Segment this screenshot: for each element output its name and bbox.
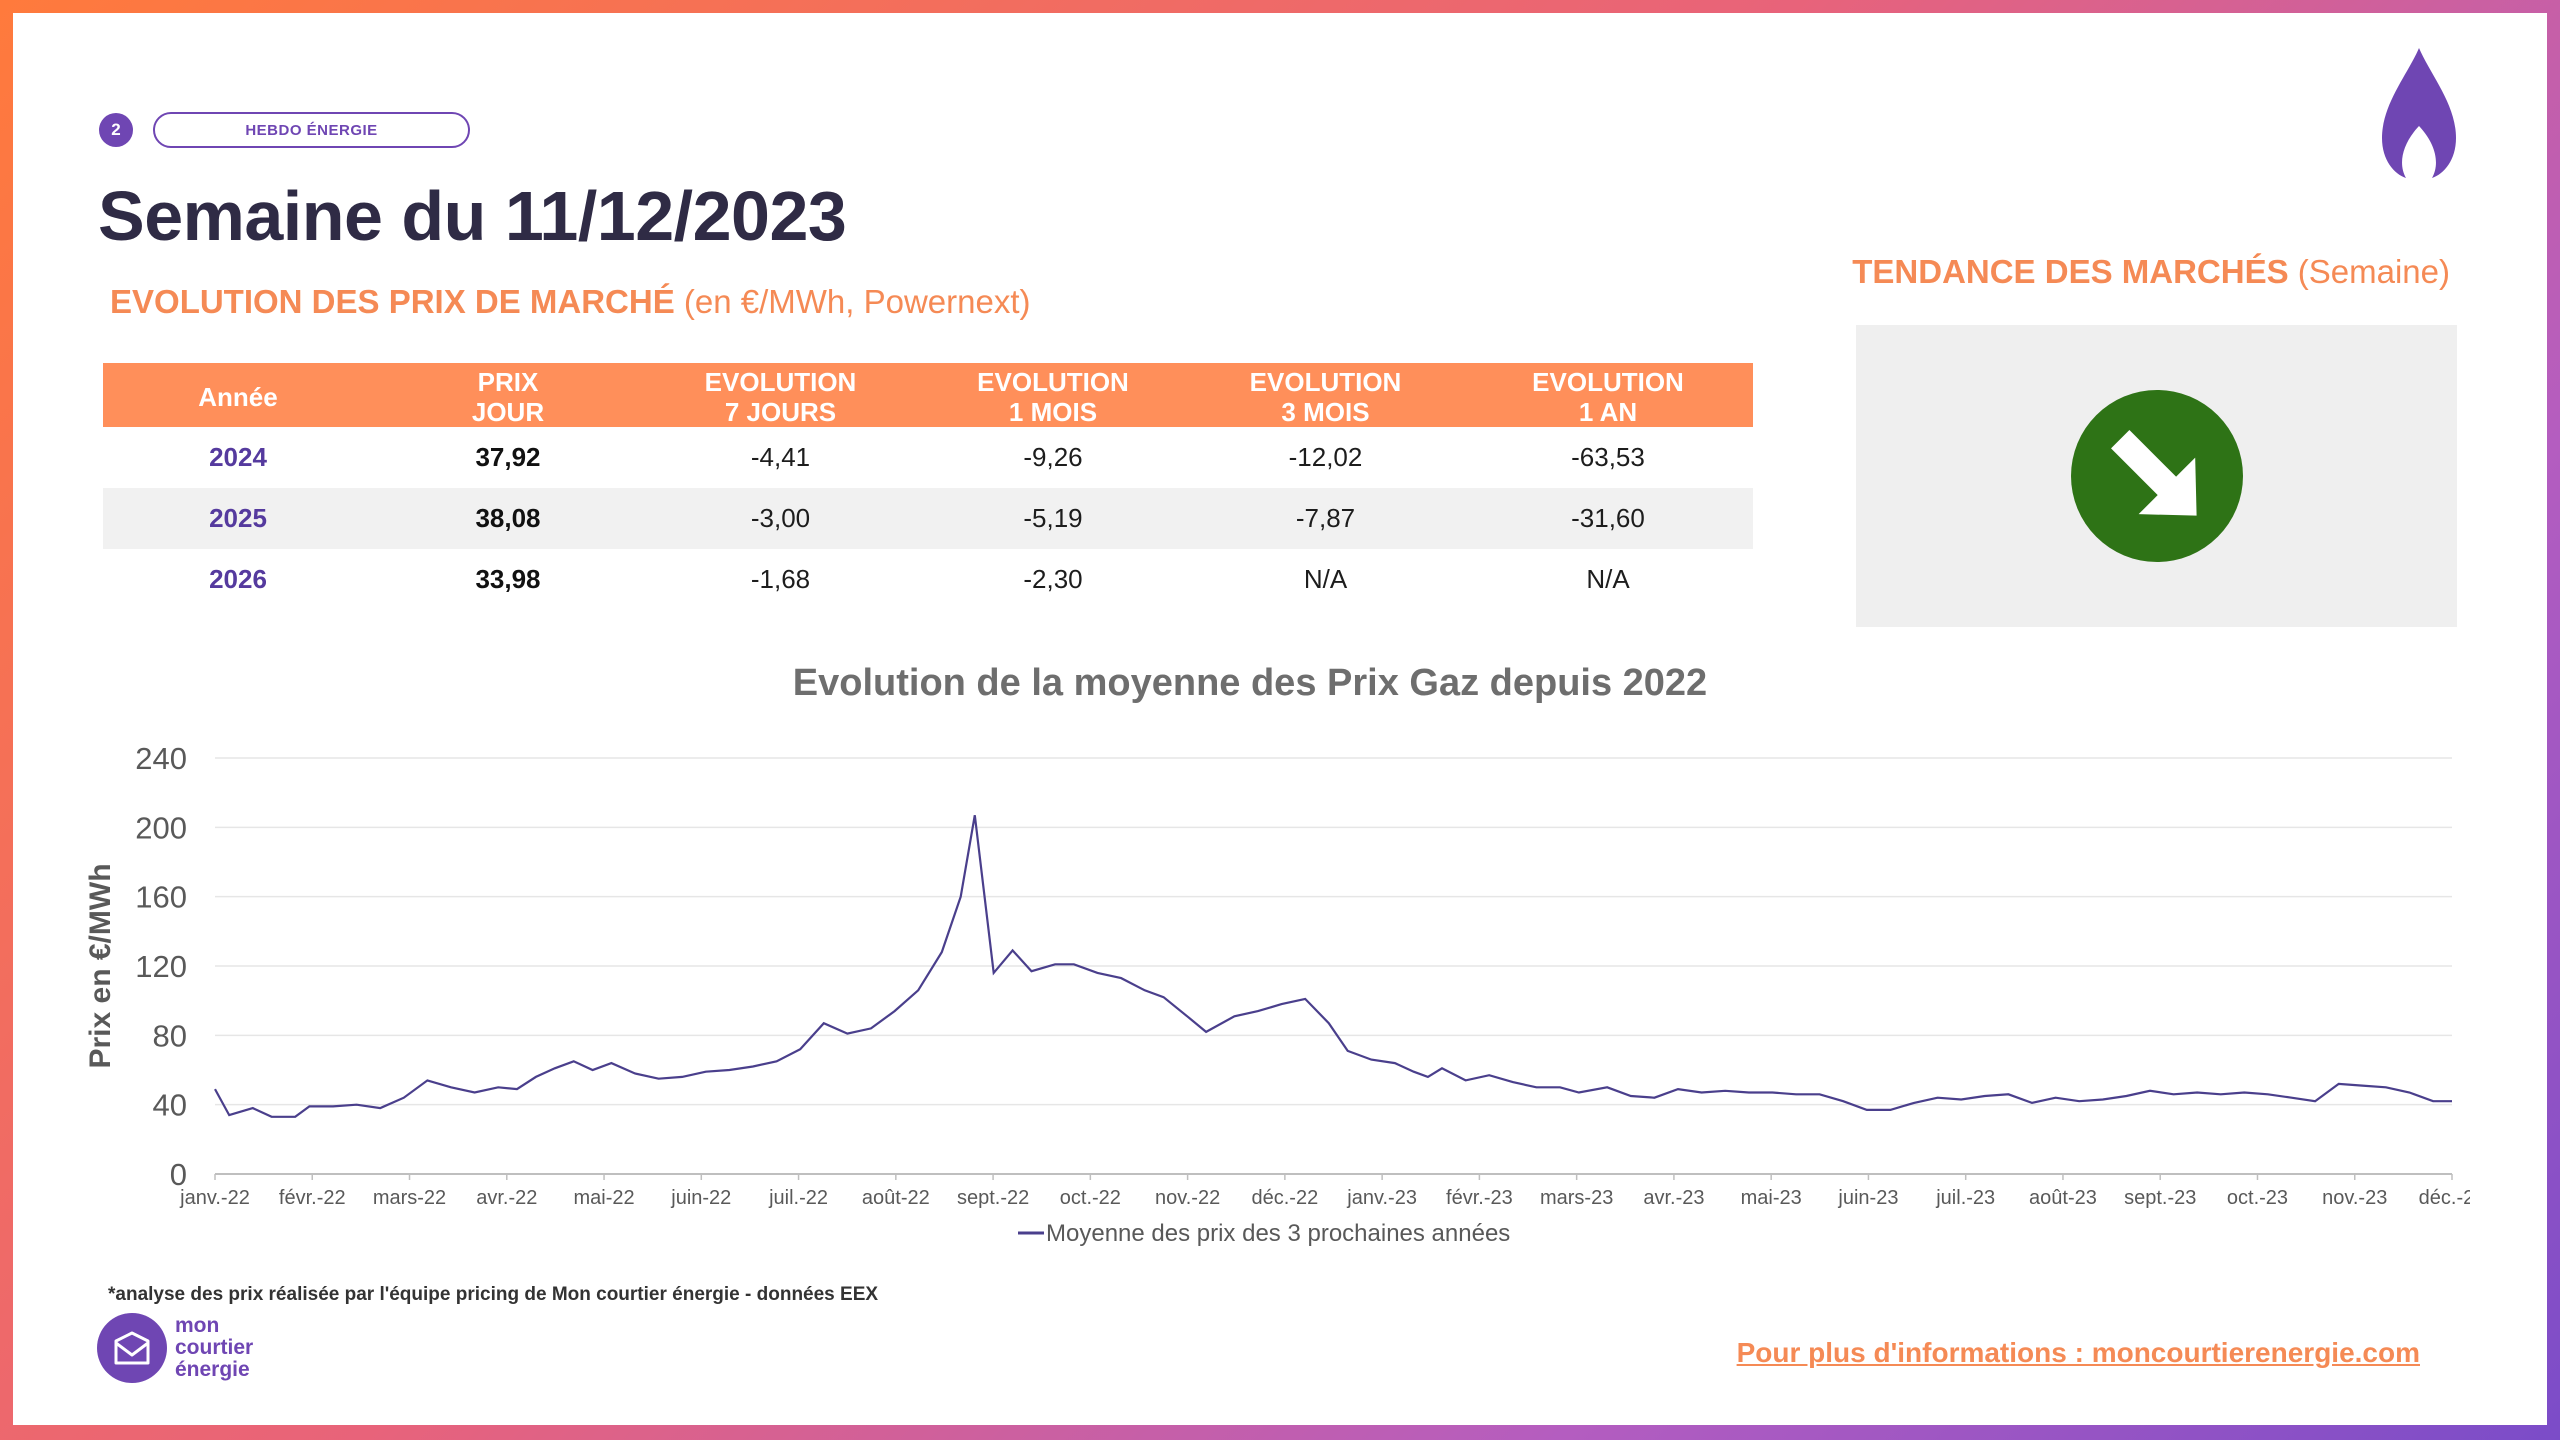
logo-text: mon courtier énergie [175, 1314, 254, 1381]
x-tick-label: mai-23 [1741, 1187, 1802, 1209]
x-axis-ticks: janv.-22 févr.-22 mars-22 avr.-22 mai-22 juin… [179, 1174, 2470, 1209]
chart-title: Evolution de la moyenne des Prix Gaz dep… [792, 662, 1708, 704]
cell-price: 33,98 [475, 564, 541, 594]
trend-section-title-bold: TENDANCE DES MARCHÉS [1852, 253, 2289, 290]
hebdo-energie-pill: HEBDO ÉNERGIE [153, 112, 470, 148]
x-tick-label: févr.-23 [1446, 1187, 1513, 1209]
x-tick-label: août-22 [862, 1187, 930, 1209]
y-tick-label: 200 [135, 810, 187, 845]
x-tick-label: juil.-23 [1935, 1187, 1995, 1209]
table-row: 2025 38,08 -3,00 -5,19 -7,87 -31,60 [103, 488, 1753, 549]
x-tick-label: juin-22 [670, 1187, 731, 1209]
cell-year: 2025 [103, 488, 373, 549]
cell-1y: -31,60 [1463, 488, 1753, 549]
col-header-year: Année [103, 363, 373, 427]
trend-section-title-rest: (Semaine) [2288, 253, 2450, 290]
envelope-icon [97, 1313, 167, 1383]
x-tick-label: juil.-22 [768, 1187, 828, 1209]
cell-1y: N/A [1586, 564, 1630, 594]
x-tick-label: déc.-22 [1252, 1187, 1319, 1209]
table-row: 2026 33,98 -1,68 -2,30 N/A N/A [103, 549, 1753, 610]
col-header-7d: EVOLUTION 7 JOURS [643, 363, 918, 427]
y-tick-label: 240 [135, 741, 187, 776]
slide [13, 13, 2547, 1425]
prices-section-title: EVOLUTION DES PRIX DE MARCHÉ (en €/MWh, … [110, 283, 1031, 321]
x-tick-label: oct.-23 [2227, 1187, 2288, 1209]
x-tick-label: avr.-22 [476, 1187, 537, 1209]
flame-logo-icon [2382, 48, 2456, 178]
col-header-1m: EVOLUTION 1 MOIS [918, 363, 1188, 427]
cell-price: 37,92 [475, 442, 541, 472]
series-line [214, 815, 2452, 1118]
table-row: 2024 37,92 -4,41 -9,26 -12,02 -63,53 [103, 427, 1753, 488]
price-line-chart: 0 40 80 120 160 200 240 janv.-22 févr.-22 mars-2… [84, 741, 2470, 1247]
prices-section-title-rest: (en €/MWh, Powernext) [674, 283, 1031, 320]
y-axis-ticks: 0 40 80 120 160 200 240 [135, 741, 187, 1192]
x-tick-label: nov.-22 [1155, 1187, 1220, 1209]
cell-7d: -3,00 [643, 488, 918, 549]
cell-1y: -63,53 [1571, 442, 1645, 472]
cell-year: 2024 [209, 442, 267, 472]
page-number-badge: 2 [99, 113, 133, 147]
cell-3m: -7,87 [1188, 488, 1463, 549]
col-header-price: PRIX JOUR [373, 363, 643, 427]
table-header-row: Année PRIX JOUR EVOLUTION 7 JOURS EVOLUTIO… [103, 363, 1753, 427]
x-tick-label: mars-22 [373, 1187, 446, 1209]
y-tick-label: 120 [135, 949, 187, 984]
cell-7d: -4,41 [750, 442, 811, 472]
col-header-1y: EVOLUTION 1 AN [1463, 363, 1753, 427]
x-tick-label: août-23 [2029, 1187, 2097, 1209]
info-link[interactable]: Pour plus d'informations : moncourtieren… [1736, 1337, 2420, 1368]
col-header-3m: EVOLUTION 3 MOIS [1188, 363, 1463, 427]
page-title: Semaine du 11/12/2023 [98, 177, 847, 255]
cell-1m: -9,26 [1023, 442, 1083, 472]
x-tick-label: sept.-22 [957, 1187, 1029, 1209]
legend-label: Moyenne des prix des 3 prochaines années [1046, 1220, 1510, 1247]
prices-section-title-bold: EVOLUTION DES PRIX DE MARCHÉ [110, 283, 675, 320]
x-tick-label: juin-23 [1837, 1187, 1898, 1209]
down-right-arrow-icon [2070, 390, 2243, 562]
y-axis-label: Prix en €/MWh [84, 863, 117, 1068]
x-tick-label: mai-22 [573, 1187, 634, 1209]
pill-label: HEBDO ÉNERGIE [245, 121, 378, 139]
x-tick-label: mars-23 [1540, 1187, 1613, 1209]
cell-3m: N/A [1303, 564, 1348, 594]
y-tick-label: 160 [135, 880, 187, 915]
x-tick-label: janv.-23 [1346, 1187, 1417, 1209]
cell-year: 2026 [209, 564, 267, 594]
cell-7d: -1,68 [750, 564, 811, 594]
y-tick-label: 40 [153, 1088, 187, 1123]
chart-grid [215, 757, 2452, 1106]
trend-box [1856, 325, 2457, 627]
x-tick-label: avr.-23 [1643, 1187, 1704, 1209]
x-tick-label: déc.-23 [2419, 1187, 2470, 1209]
trend-section-title: TENDANCE DES MARCHÉS (Semaine) [1852, 253, 2450, 291]
cell-3m: -12,02 [1288, 442, 1363, 472]
brand-logo[interactable]: mon courtier énergie [97, 1313, 253, 1383]
x-tick-label: sept.-23 [2124, 1187, 2196, 1209]
y-tick-label: 0 [170, 1157, 187, 1192]
x-tick-label: févr.-22 [279, 1187, 346, 1209]
page-number: 2 [111, 120, 121, 139]
chart-legend: Moyenne des prix des 3 prochaines années [1018, 1220, 1510, 1247]
footnote: *analyse des prix réalisée par l'équipe … [108, 1284, 879, 1305]
cell-price: 38,08 [373, 488, 643, 549]
x-tick-label: oct.-22 [1060, 1187, 1121, 1209]
x-tick-label: nov.-23 [2322, 1187, 2387, 1209]
x-tick-label: janv.-22 [179, 1187, 250, 1209]
cell-1m: -2,30 [1023, 564, 1083, 594]
price-table: Année PRIX JOUR EVOLUTION 7 JOURS EVOLUTIO… [103, 363, 1753, 610]
y-tick-label: 80 [153, 1018, 187, 1053]
cell-1m: -5,19 [918, 488, 1188, 549]
